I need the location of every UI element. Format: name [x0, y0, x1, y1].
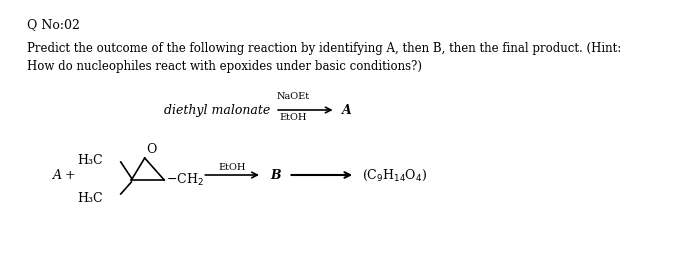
Text: (C$_9$H$_{14}$O$_4$): (C$_9$H$_{14}$O$_4$)	[362, 167, 427, 183]
Text: diethyl malonate: diethyl malonate	[164, 103, 271, 116]
Text: Q No:02: Q No:02	[26, 18, 79, 31]
Text: H₃C: H₃C	[77, 153, 103, 166]
Text: $-$CH$_2$: $-$CH$_2$	[166, 172, 204, 188]
Text: Predict the outcome of the following reaction by identifying A, then B, then the: Predict the outcome of the following rea…	[26, 42, 621, 55]
Text: H₃C: H₃C	[77, 192, 103, 205]
Text: NaOEt: NaOEt	[276, 92, 310, 101]
Text: B: B	[271, 168, 281, 181]
Text: A +: A +	[54, 168, 77, 181]
Text: How do nucleophiles react with epoxides under basic conditions?): How do nucleophiles react with epoxides …	[26, 60, 422, 73]
Text: O: O	[146, 143, 157, 156]
Text: EtOH: EtOH	[219, 163, 246, 172]
Text: EtOH: EtOH	[279, 113, 307, 122]
Text: A: A	[342, 103, 351, 116]
